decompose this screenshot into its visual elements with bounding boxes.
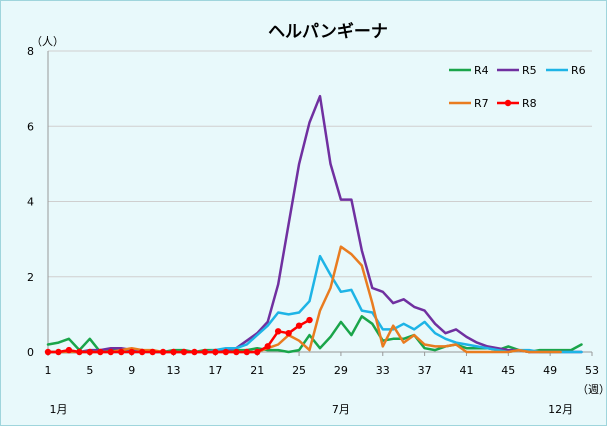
data-point-r8 [201,348,209,356]
data-point-r8 [170,348,177,356]
y-tick-label: 8 [27,45,34,58]
data-point-r8 [233,348,240,356]
data-point-r8 [118,348,125,356]
data-point-r8 [76,348,83,356]
series-r7 [46,245,562,354]
data-point-r8 [295,322,303,329]
data-point-r8 [191,348,198,356]
series-r6 [46,254,583,354]
legend-label: R5 [522,64,537,77]
data-point-r8 [180,348,188,356]
month-label: 12月 [548,403,573,416]
legend-item-r7: R7 [449,97,489,110]
y-tick-labels: 0 2 4 6 8 [27,45,34,359]
data-point-r8 [212,348,219,356]
series-line-r6 [46,254,583,354]
x-tick-label: 13 [167,364,181,377]
month-labels: 1月 7月 12月 [49,403,573,416]
x-tick-label: 37 [418,364,432,377]
data-point-r8 [285,329,292,337]
x-tick-label: 9 [128,364,135,377]
x-tick-label: 41 [459,364,473,377]
data-point-r8 [138,348,146,356]
series-r8 [44,316,313,356]
y-tick-label: 6 [27,120,34,133]
y-axis-unit-label: （人） [31,35,64,48]
series-r5 [46,94,583,354]
x-axis-unit-label: （週） [577,383,607,396]
legend-label: R8 [522,97,537,110]
x-tick-label: 29 [334,364,348,377]
month-label: 1月 [49,403,67,416]
x-tick-label: 21 [250,364,264,377]
data-point-r8 [149,348,156,356]
data-point-r8 [128,348,135,356]
data-point-r8 [264,343,271,350]
chart-title: ヘルパンギーナ [268,22,388,42]
month-label: 7月 [332,403,350,416]
legend-label: R7 [474,97,489,110]
x-tick-labels: 1 5 9 13 17 21 25 29 33 37 41 45 49 53 [45,364,600,377]
gridlines [48,50,592,278]
x-tick-label: 49 [543,364,557,377]
data-point-r8 [44,348,52,356]
legend-label: R4 [474,64,489,77]
y-tick-label: 2 [27,271,34,284]
data-point-r8 [306,316,313,324]
data-point-r8 [222,348,230,356]
legend-item-r8: R8 [497,97,537,110]
y-tick-label: 0 [27,346,34,359]
legend-item-r5: R5 [497,64,537,77]
legend-marker [504,99,512,107]
x-tick-label: 33 [376,364,390,377]
data-point-r8 [55,348,62,356]
x-tick-label: 1 [45,364,52,377]
data-point-r8 [97,348,104,356]
x-tick-label: 53 [585,364,599,377]
series-line-r7 [46,245,562,354]
series-lines [44,94,583,356]
y-tick-label: 4 [27,196,34,209]
data-point-r8 [243,348,250,356]
data-point-r8 [86,348,94,356]
data-point-r8 [254,348,261,356]
legend-label: R6 [571,64,586,77]
x-tick-label: 5 [86,364,93,377]
data-point-r8 [274,328,282,335]
series-line-r5 [46,94,583,354]
data-point-r8 [65,346,73,354]
legend-item-r4: R4 [449,64,489,77]
x-tick-label: 25 [292,364,306,377]
x-tick-label: 45 [501,364,515,377]
legend-item-r6: R6 [546,64,586,77]
x-tick-label: 17 [208,364,222,377]
data-point-r8 [159,348,167,356]
legend: R4 R5 R6 R7 R8 [449,64,586,110]
data-point-r8 [107,348,114,356]
